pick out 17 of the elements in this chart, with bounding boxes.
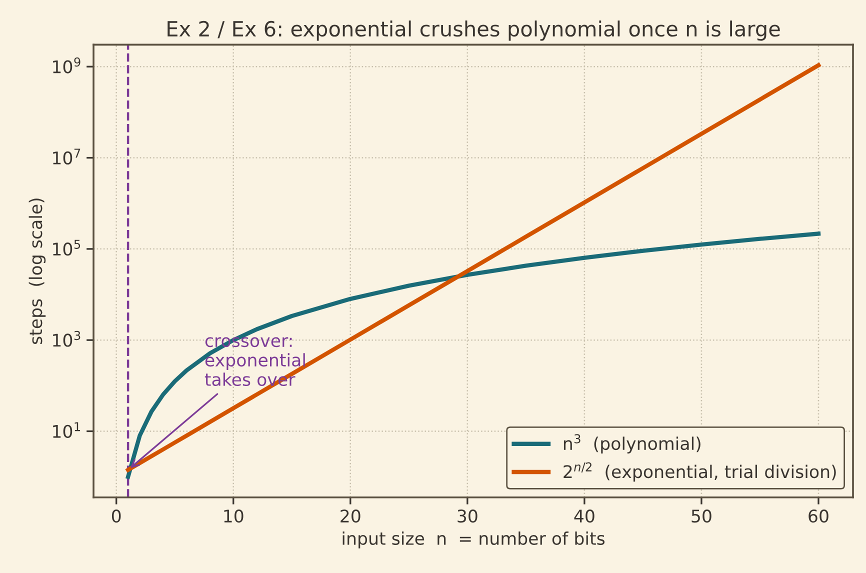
x-tick-label: 20 xyxy=(340,509,360,523)
y-tick-label: 10$^{7}$ xyxy=(53,148,80,165)
chart-title: Ex 2 / Ex 6: exponential crushes polynomial once n is large xyxy=(168,20,780,41)
y-tick-label: 10$^{1}$ xyxy=(53,422,80,438)
x-axis-title: input size n = number of bits xyxy=(342,532,605,548)
x-tick-label: 10 xyxy=(224,509,244,523)
x-tick-label: 0 xyxy=(112,509,121,523)
x-tick-label: 40 xyxy=(574,509,594,523)
y-axis-title: steps (log scale) xyxy=(28,198,46,344)
x-tick-label: 30 xyxy=(458,509,478,523)
legend-label: 2$^{n/2}$ (exponential, trial division) xyxy=(564,462,836,482)
x-tick-label: 50 xyxy=(692,509,712,523)
x-tick-label: 60 xyxy=(808,509,828,523)
y-tick-label: 10$^{5}$ xyxy=(53,240,80,256)
y-tick-label: 10$^{3}$ xyxy=(53,330,80,347)
y-tick-label: 10$^{9}$ xyxy=(53,57,80,74)
legend-label: n$^{3}$ (polynomial) xyxy=(564,434,700,454)
